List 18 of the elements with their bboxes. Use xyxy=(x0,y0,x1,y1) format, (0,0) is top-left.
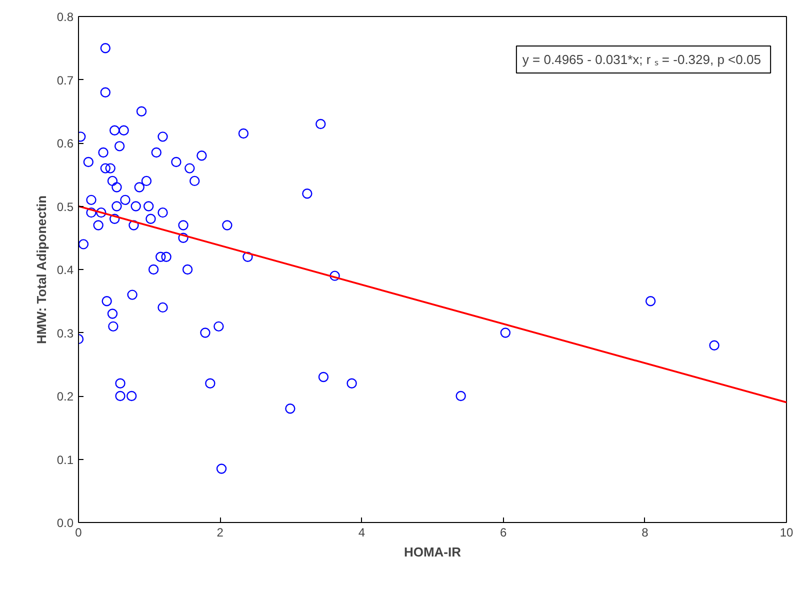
x-tick-label: 6 xyxy=(500,526,507,540)
x-tick-label: 8 xyxy=(642,526,649,540)
x-axis-title: HOMA-IR xyxy=(404,544,462,560)
x-tick-label: 2 xyxy=(216,526,224,540)
y-tick-label: 0.2 xyxy=(56,390,74,404)
y-tick-label: 0.6 xyxy=(56,136,74,150)
y-tick-label: 0.3 xyxy=(56,326,74,340)
x-tick-label: 4 xyxy=(358,526,366,540)
y-tick-label: 0.0 xyxy=(56,516,74,530)
annotation: y = 0.4965 - 0.031*x; r ₛ = -0.329, p <0.05 xyxy=(522,52,761,67)
x-tick-label: 0 xyxy=(75,526,82,540)
y-tick-label: 0.7 xyxy=(56,73,74,88)
y-tick-label: 0.4 xyxy=(56,263,74,277)
y-tick-label: 0.5 xyxy=(56,200,74,214)
y-tick-label: 0.8 xyxy=(56,10,74,24)
y-axis-title: HMW: Total Adiponectin xyxy=(34,195,49,344)
x-tick-label: 10 xyxy=(780,526,794,540)
y-tick-label: 0.1 xyxy=(56,452,74,467)
